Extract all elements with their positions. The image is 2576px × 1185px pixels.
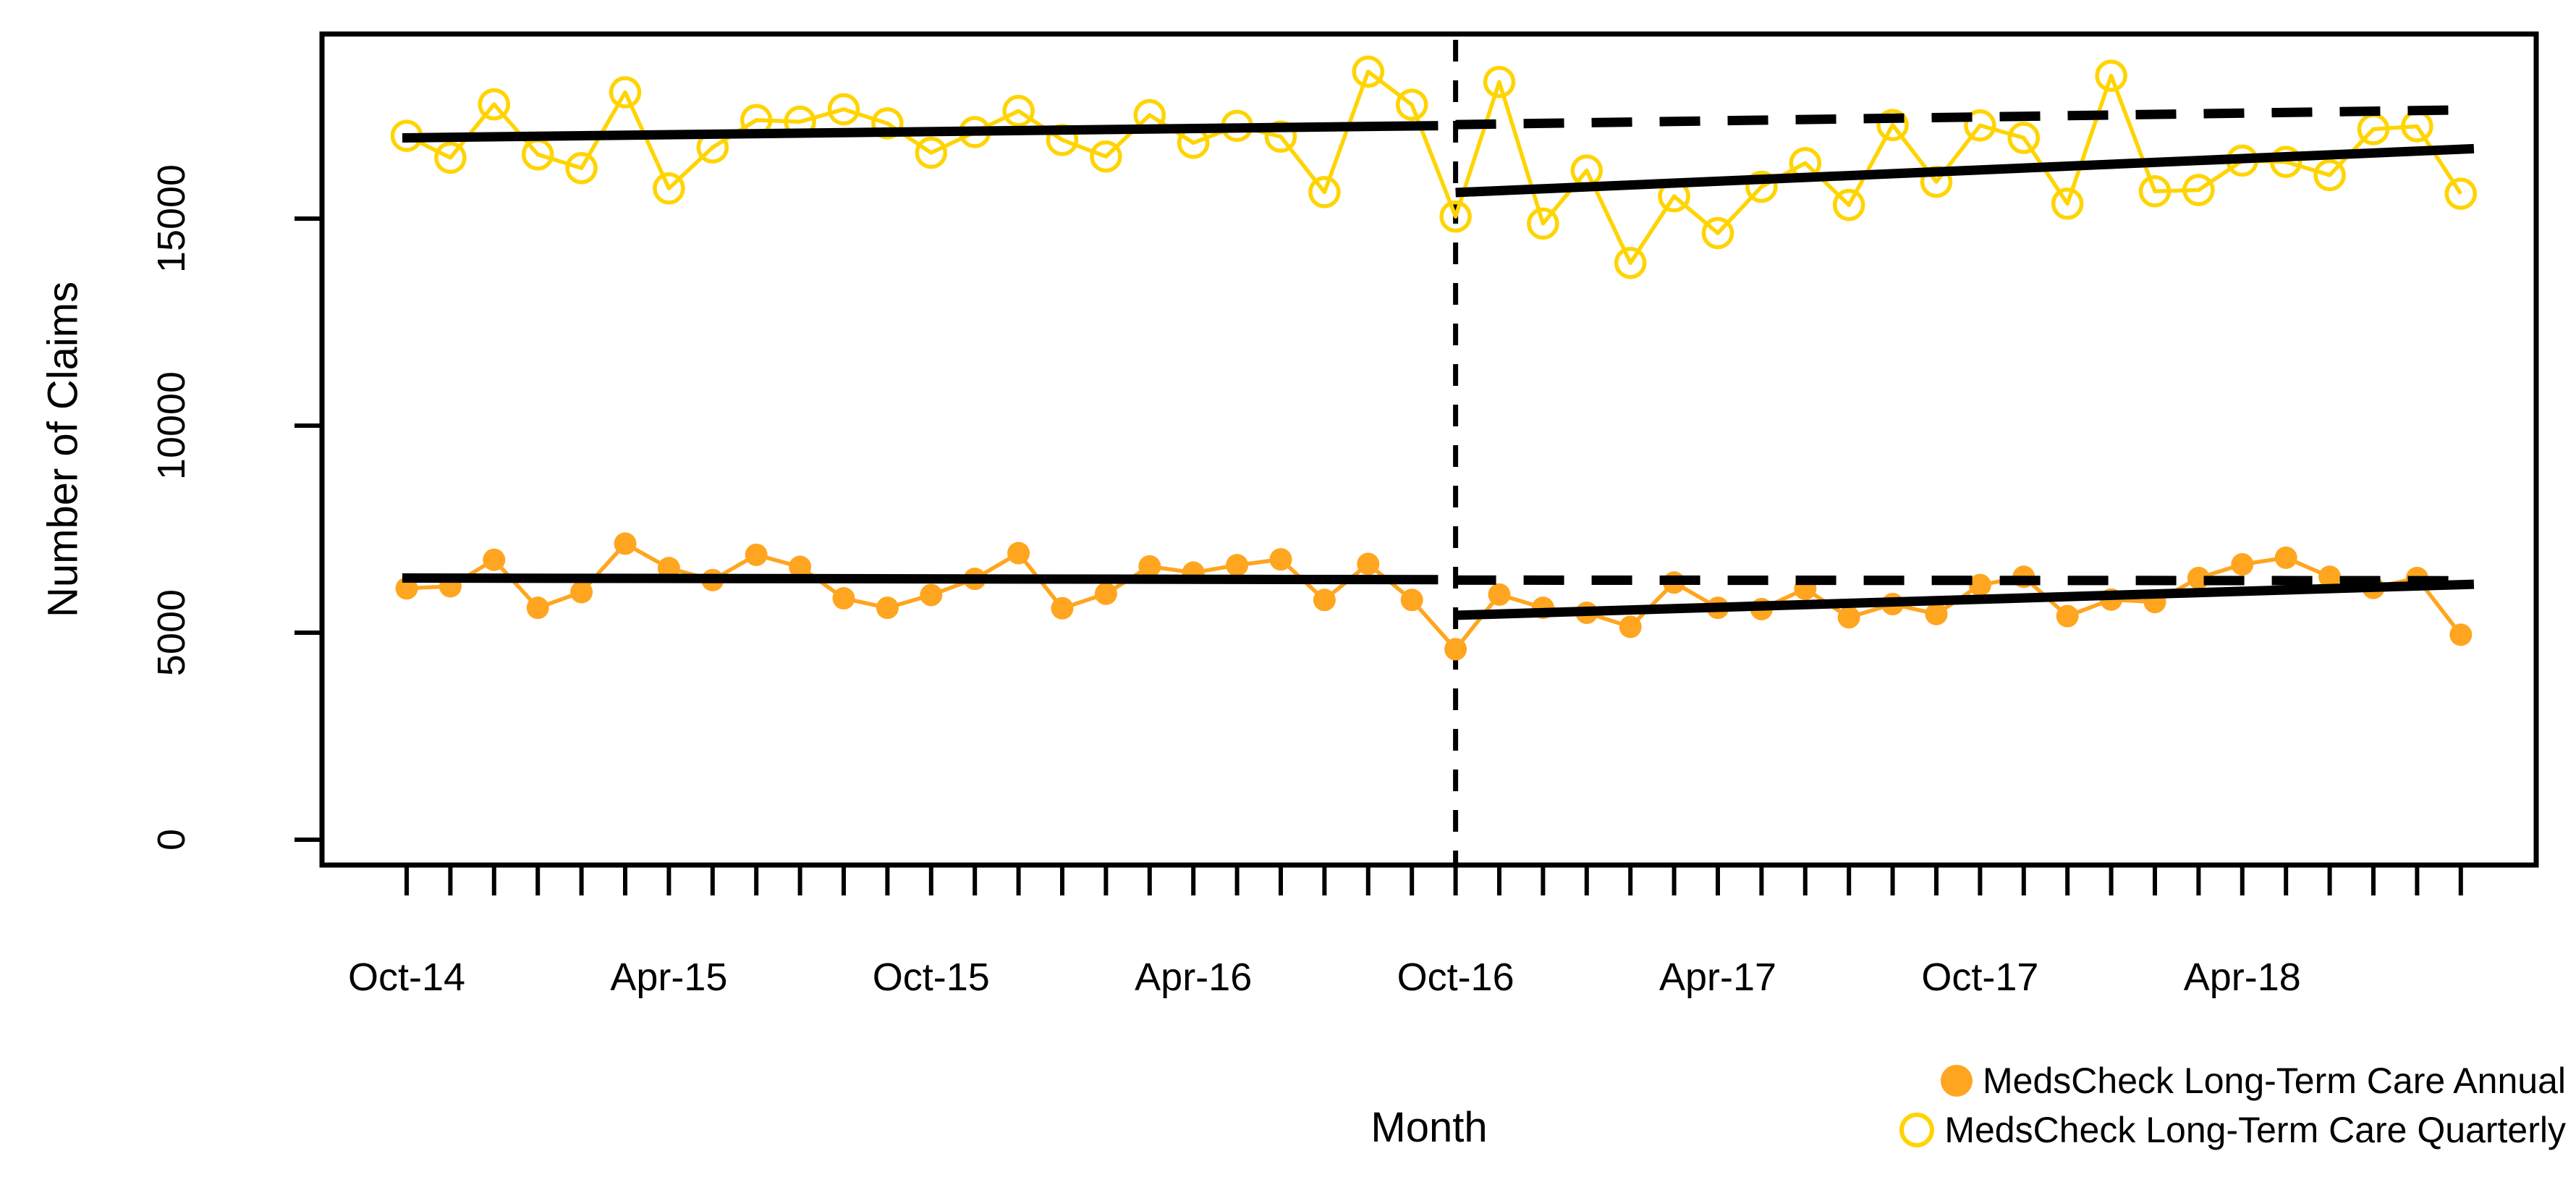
data-point-quarterly <box>2444 177 2478 210</box>
data-point-annual <box>614 532 637 555</box>
data-point-quarterly <box>1395 88 1428 121</box>
open-circle-marker-icon <box>1899 1113 1935 1147</box>
data-point-quarterly <box>1876 109 1909 141</box>
data-point-annual <box>1007 541 1030 565</box>
quarterly-pre-trend <box>402 573 1439 585</box>
x-tick-label: Apr-18 <box>2184 956 2301 999</box>
data-point-quarterly <box>2051 187 2084 220</box>
data-point-annual <box>876 596 899 620</box>
data-point-annual <box>1138 554 1161 578</box>
data-point-quarterly <box>1964 109 1996 142</box>
data-point-annual <box>1226 554 1249 577</box>
data-point-quarterly <box>915 136 948 169</box>
data-point-quarterly <box>1002 95 1035 127</box>
x-tick-label: Oct-15 <box>873 956 990 999</box>
data-point-quarterly <box>1308 176 1341 208</box>
y-tick-label: 5000 <box>150 589 193 676</box>
annual-post-trend <box>1455 579 2475 620</box>
x-axis-title: Month <box>1370 1104 1488 1151</box>
x-tick-label: Oct-14 <box>348 956 465 999</box>
quarterly-counterfactual <box>1455 105 2475 130</box>
data-point-quarterly <box>2138 174 2172 208</box>
legend-label-annual: MedsCheck Long-Term Care Annual <box>1983 1060 2566 1101</box>
data-point-quarterly <box>1483 65 1516 98</box>
data-point-quarterly <box>609 76 642 109</box>
legend-label-quarterly: MedsCheck Long-Term Care Quarterly <box>1944 1110 2566 1150</box>
data-point-quarterly <box>434 141 467 174</box>
data-point-annual <box>1094 582 1117 605</box>
quarterly-post-trend <box>1455 143 2475 198</box>
data-point-annual <box>1837 606 1860 629</box>
data-point-annual <box>1269 548 1292 571</box>
legend-entry-quarterly: MedsCheck Long-Term Care Quarterly <box>1899 1109 2566 1151</box>
series-line-quarterly <box>405 69 2463 265</box>
data-point-quarterly <box>827 93 860 126</box>
data-point-annual <box>483 548 506 571</box>
data-point-annual <box>2449 623 2473 646</box>
y-tick-label: 10000 <box>150 371 193 480</box>
data-point-annual <box>2318 565 2342 589</box>
data-point-quarterly <box>2007 122 2041 154</box>
data-point-annual <box>395 577 418 600</box>
filled-circle-marker-icon <box>1941 1065 1973 1097</box>
data-point-annual <box>832 587 855 610</box>
annual-counterfactual <box>1455 575 2474 586</box>
annual-pre-trend <box>402 121 1439 143</box>
data-point-annual <box>1488 583 1511 606</box>
data-point-quarterly <box>565 151 598 185</box>
data-point-annual <box>745 543 768 566</box>
x-tick-label: Apr-15 <box>610 956 727 999</box>
data-point-quarterly <box>1439 200 1472 233</box>
data-point-annual <box>1925 602 1948 625</box>
data-point-annual <box>570 581 593 604</box>
y-tick-label: 15000 <box>150 164 193 273</box>
data-point-annual <box>1357 552 1380 575</box>
x-tick-label: Oct-16 <box>1397 956 1514 999</box>
data-point-annual <box>657 557 680 580</box>
legend: MedsCheck Long-Term Care Annual MedsChec… <box>1899 1060 2566 1151</box>
data-point-quarterly <box>1701 216 1734 250</box>
data-point-quarterly <box>1352 55 1385 88</box>
y-tick-label: 0 <box>150 829 193 851</box>
legend-entry-annual: MedsCheck Long-Term Care Annual <box>1941 1060 2566 1102</box>
data-point-annual <box>2231 553 2254 576</box>
data-point-annual <box>1051 596 1074 620</box>
data-point-annual <box>1619 615 1642 638</box>
data-point-annual <box>920 583 943 607</box>
data-point-annual <box>1313 589 1336 612</box>
data-point-quarterly <box>1614 246 1647 279</box>
data-point-quarterly <box>1832 188 1865 222</box>
x-tick-label: Apr-17 <box>1659 956 1776 999</box>
data-point-quarterly <box>2095 59 2127 92</box>
data-point-quarterly <box>2313 159 2346 192</box>
data-point-quarterly <box>2182 174 2215 206</box>
data-point-quarterly <box>1527 207 1559 240</box>
data-point-annual <box>1444 638 1467 661</box>
data-point-quarterly <box>478 88 511 121</box>
data-point-annual <box>526 596 549 620</box>
data-point-quarterly <box>1264 120 1297 153</box>
data-point-annual <box>1400 589 1423 612</box>
data-point-quarterly <box>653 172 685 205</box>
data-point-annual <box>789 555 812 578</box>
data-point-annual <box>2056 604 2079 628</box>
x-tick-label: Apr-16 <box>1135 956 1252 999</box>
data-point-annual <box>2274 546 2297 569</box>
data-point-quarterly <box>1090 140 1122 173</box>
x-tick-label: Oct-17 <box>1921 956 2038 999</box>
y-axis-title: Number of Claims <box>39 281 87 618</box>
plot-box <box>319 31 2539 868</box>
data-point-quarterly <box>871 107 904 140</box>
data-point-quarterly <box>1745 170 1778 203</box>
data-point-annual <box>1968 573 1991 596</box>
